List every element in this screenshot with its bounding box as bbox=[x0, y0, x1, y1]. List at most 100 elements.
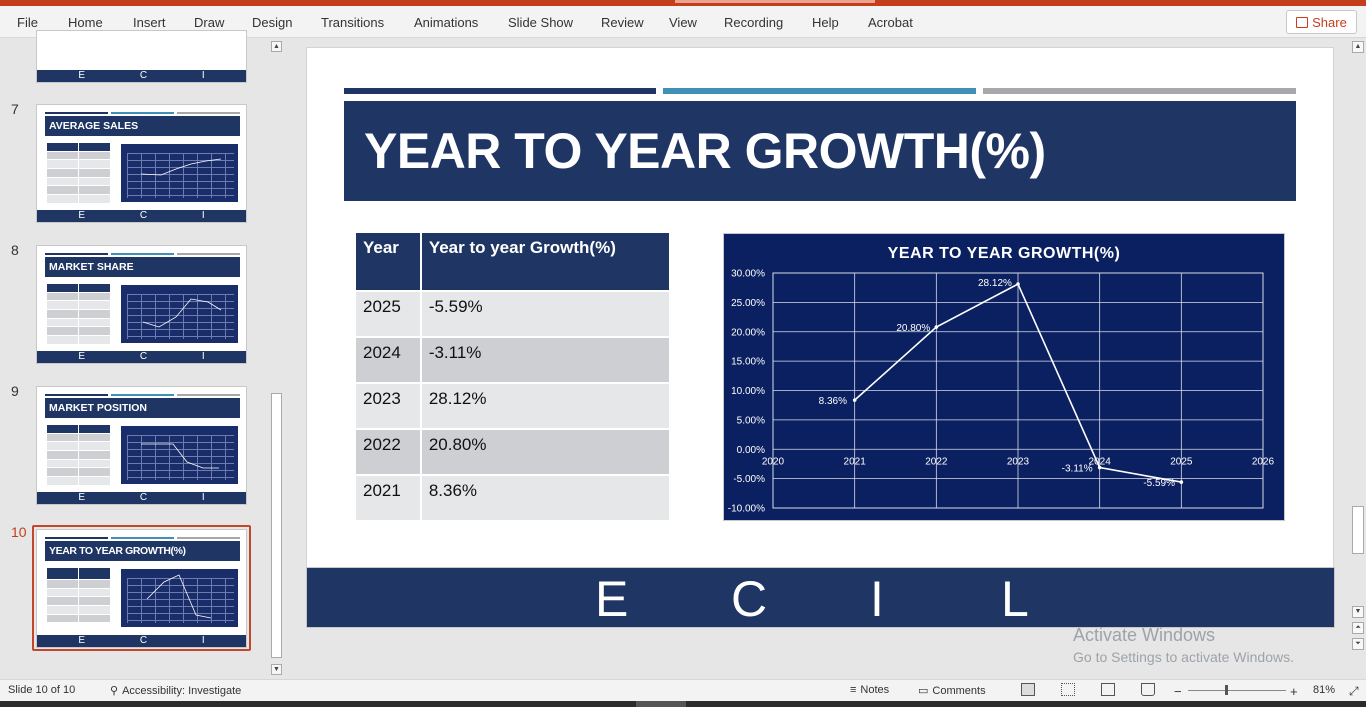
scroll-up-icon[interactable]: ▲ bbox=[271, 41, 282, 52]
thumb-number-7: 7 bbox=[11, 101, 19, 117]
table-cell-year: 2025 bbox=[356, 291, 422, 338]
thumb-title: MARKET SHARE bbox=[45, 257, 240, 277]
table-cell-growth: -3.11% bbox=[420, 337, 672, 384]
y-tick-label: -5.00% bbox=[733, 474, 765, 485]
slide-canvas[interactable]: YEAR TO YEAR GROWTH(%) Year Year to year… bbox=[306, 47, 1335, 628]
thumb-footer: E C I L bbox=[37, 635, 246, 647]
comments-button[interactable]: ▭ Comments bbox=[918, 684, 986, 698]
table-row: 2022 20.80% bbox=[356, 429, 672, 476]
fit-slide-icon[interactable]: ⤢ bbox=[1349, 684, 1359, 698]
normal-view-icon[interactable] bbox=[1021, 683, 1035, 696]
table-cell-growth: 20.80% bbox=[420, 429, 672, 476]
footer-letter: E bbox=[595, 571, 629, 627]
footer-letter: L bbox=[1001, 571, 1029, 627]
tab-draw[interactable]: Draw bbox=[194, 15, 225, 30]
thumb-accent-lines bbox=[45, 253, 240, 255]
growth-line-chart[interactable]: YEAR TO YEAR GROWTH(%) 30.00% 25.00% 20.00… bbox=[723, 233, 1285, 521]
tab-slide-show[interactable]: Slide Show bbox=[508, 15, 574, 30]
thumb-accent-lines bbox=[45, 112, 240, 114]
thumbnail-selection-frame bbox=[32, 525, 251, 651]
data-label: 20.80% bbox=[896, 323, 930, 334]
accessibility-button[interactable]: ⚲ Accessibility: Investigate bbox=[110, 684, 241, 698]
reading-view-icon[interactable] bbox=[1101, 683, 1115, 696]
thumbnail-slide-7[interactable]: AVERAGE SALES E C I L bbox=[36, 104, 247, 223]
zoom-in-icon[interactable]: + bbox=[1290, 684, 1298, 699]
table-header-year: Year bbox=[356, 233, 422, 292]
thumb-title: AVERAGE SALES bbox=[45, 116, 240, 136]
slide-title[interactable]: YEAR TO YEAR GROWTH(%) bbox=[344, 101, 1296, 201]
thumbnail-slide-6[interactable]: E C I L bbox=[36, 30, 247, 83]
notes-button[interactable]: ≡ Notes bbox=[850, 684, 889, 696]
data-point bbox=[1016, 282, 1020, 286]
tab-view[interactable]: View bbox=[669, 15, 697, 30]
title-bar-strip bbox=[0, 0, 1366, 6]
footer-letter: I bbox=[870, 571, 884, 627]
slide-indicator: Slide 10 of 10 bbox=[8, 684, 76, 696]
y-tick-label: 10.00% bbox=[731, 386, 765, 397]
tab-design[interactable]: Design bbox=[252, 15, 293, 30]
table-cell-year: 2022 bbox=[356, 429, 422, 476]
thumb-footer: E C I L bbox=[37, 210, 246, 222]
next-slide-icon[interactable]: ⏷ bbox=[1352, 638, 1364, 650]
thumb-table bbox=[47, 568, 111, 624]
thumbnails-scrollbar[interactable]: ▲ ▼ bbox=[268, 38, 285, 678]
table-cell-growth: -5.59% bbox=[420, 291, 672, 338]
thumb-table bbox=[47, 143, 111, 204]
tab-insert[interactable]: Insert bbox=[133, 15, 166, 30]
zoom-level[interactable]: 81% bbox=[1313, 684, 1336, 696]
zoom-out-icon[interactable]: − bbox=[1174, 684, 1182, 699]
slideshow-view-icon[interactable] bbox=[1141, 683, 1155, 696]
thumb-accent-lines bbox=[45, 537, 240, 539]
watermark-line1: Activate Windows bbox=[1073, 625, 1216, 645]
scroll-down-icon[interactable]: ▼ bbox=[1352, 606, 1364, 618]
zoom-slider-knob[interactable] bbox=[1225, 685, 1228, 695]
tab-recording[interactable]: Recording bbox=[724, 15, 784, 30]
comment-icon: ▭ bbox=[918, 685, 929, 697]
thumb-chart bbox=[121, 569, 238, 627]
previous-slide-icon[interactable]: ⏶ bbox=[1352, 622, 1364, 634]
tab-acrobat[interactable]: Acrobat bbox=[868, 15, 913, 30]
taskbar-highlight bbox=[636, 701, 686, 707]
y-tick-label: -10.00% bbox=[728, 504, 765, 515]
scroll-down-icon[interactable]: ▼ bbox=[271, 664, 282, 675]
thumb-title: MARKET POSITION bbox=[45, 398, 240, 418]
slide-scrollbar[interactable]: ▲ ▼ ⏶ ⏷ bbox=[1349, 38, 1366, 678]
y-tick-label: 15.00% bbox=[731, 357, 765, 368]
x-tick-label: 2025 bbox=[1170, 456, 1193, 467]
tab-review[interactable]: Review bbox=[601, 15, 644, 30]
tab-home[interactable]: Home bbox=[68, 15, 103, 30]
thumb-footer: E C I L bbox=[37, 492, 246, 504]
scrollbar-thumb[interactable] bbox=[1352, 506, 1364, 554]
scroll-up-icon[interactable]: ▲ bbox=[1352, 41, 1364, 53]
accent-line-gray bbox=[983, 88, 1296, 94]
title-bar-notch bbox=[675, 0, 875, 3]
thumb-title: YEAR TO YEAR GROWTH(%) bbox=[45, 541, 240, 561]
y-tick-label: 0.00% bbox=[737, 445, 765, 456]
share-label: Share bbox=[1312, 14, 1347, 30]
tab-file[interactable]: File bbox=[17, 15, 38, 30]
data-point bbox=[934, 325, 939, 329]
share-button[interactable]: Share bbox=[1286, 10, 1357, 34]
growth-table[interactable]: Year Year to year Growth(%) 2025 -5.59% … bbox=[356, 233, 672, 522]
tab-animations[interactable]: Animations bbox=[414, 15, 479, 30]
tab-transitions[interactable]: Transitions bbox=[321, 15, 385, 30]
thumbnail-slide-9[interactable]: MARKET POSITION E C I L bbox=[36, 386, 247, 505]
thumbnail-slide-10[interactable]: YEAR TO YEAR GROWTH(%) E C I L bbox=[36, 529, 247, 648]
x-tick-label: 2021 bbox=[844, 456, 867, 467]
slide-sorter-icon[interactable] bbox=[1061, 683, 1075, 696]
slide-footer-banner: E C I L bbox=[306, 567, 1335, 628]
notes-label: Notes bbox=[860, 684, 890, 696]
table-cell-year: 2021 bbox=[356, 475, 422, 522]
thumbnail-slide-8[interactable]: MARKET SHARE E C I L bbox=[36, 245, 247, 364]
x-tick-label: 2026 bbox=[1252, 456, 1275, 467]
thumb-number-9: 9 bbox=[11, 383, 19, 399]
table-cell-year: 2023 bbox=[356, 383, 422, 430]
tab-help[interactable]: Help bbox=[812, 15, 839, 30]
activate-windows-watermark: Activate Windows Go to Settings to activ… bbox=[1073, 625, 1294, 665]
scrollbar-thumb[interactable] bbox=[271, 393, 282, 658]
status-bar: Slide 10 of 10 ⚲ Accessibility: Investig… bbox=[0, 679, 1366, 701]
zoom-slider[interactable] bbox=[1188, 690, 1286, 691]
table-header-growth: Year to year Growth(%) bbox=[420, 233, 672, 292]
table-row: 2025 -5.59% bbox=[356, 291, 672, 338]
x-tick-label: 2023 bbox=[1007, 456, 1030, 467]
